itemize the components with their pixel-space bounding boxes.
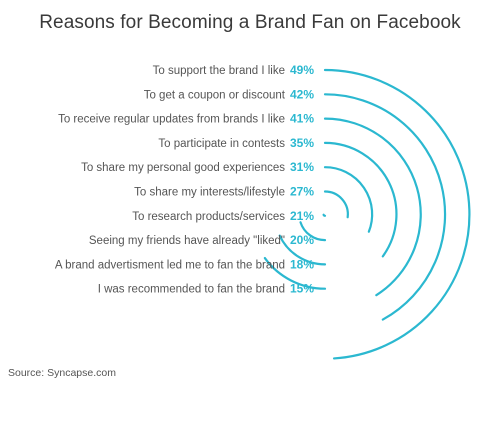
value-label: 18% bbox=[290, 257, 314, 271]
category-label: To receive regular updates from brands I… bbox=[58, 114, 285, 126]
arc-bar bbox=[322, 213, 327, 217]
arc-bar bbox=[323, 141, 398, 258]
value-label: 20% bbox=[290, 233, 314, 247]
category-label: To get a coupon or discount bbox=[144, 89, 286, 101]
category-label: To research products/services bbox=[132, 211, 285, 223]
value-label: 41% bbox=[290, 112, 314, 126]
category-label: To participate in contests bbox=[158, 138, 285, 150]
arc-bar bbox=[323, 117, 422, 297]
value-label: 21% bbox=[290, 209, 314, 223]
value-label: 42% bbox=[290, 87, 314, 101]
arcs-group bbox=[263, 68, 471, 360]
category-label: To share my interests/lifestyle bbox=[134, 187, 285, 199]
value-label: 15% bbox=[290, 282, 314, 296]
arc-bar bbox=[323, 93, 447, 321]
value-label: 49% bbox=[290, 63, 314, 77]
arc-bar bbox=[323, 68, 471, 360]
arc-bar bbox=[323, 190, 349, 219]
category-label: To share my personal good experiences bbox=[81, 162, 285, 174]
category-label: A brand advertisment led me to fan the b… bbox=[55, 259, 285, 271]
value-label: 35% bbox=[290, 136, 314, 150]
arc-bar bbox=[278, 234, 327, 266]
arc-bar bbox=[323, 166, 374, 233]
category-label: To support the brand I like bbox=[153, 65, 285, 77]
arc-bar bbox=[299, 221, 327, 242]
value-label: 27% bbox=[290, 185, 314, 199]
value-label: 31% bbox=[290, 160, 314, 174]
source-note: Source: Syncapse.com bbox=[8, 367, 116, 379]
chart-title: Reasons for Becoming a Brand Fan on Face… bbox=[39, 12, 461, 33]
category-label: Seeing my friends have already "liked" bbox=[89, 235, 285, 247]
labels-group: To support the brand I like 49% To get a c… bbox=[55, 63, 314, 296]
arc-bar bbox=[263, 256, 327, 290]
category-label: I was recommended to fan the brand bbox=[98, 284, 285, 296]
